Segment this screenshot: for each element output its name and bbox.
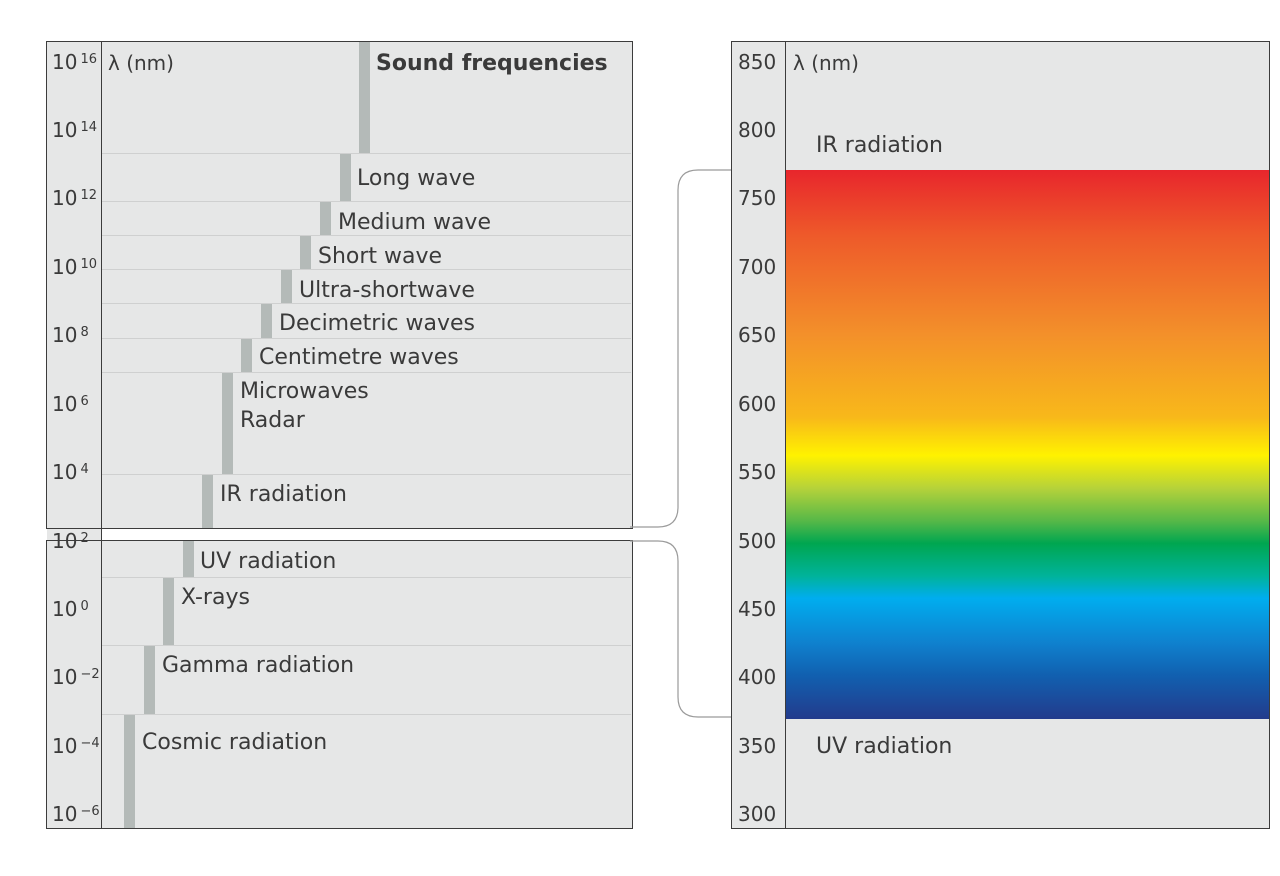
- right-ir-radiation-label: IR radiation: [816, 133, 943, 158]
- tick-label: 10 −2: [52, 665, 100, 689]
- tick-label: 10 −6: [52, 802, 100, 826]
- gamma-radiation-bar: [144, 646, 155, 714]
- grid-line: [102, 474, 631, 475]
- tick-label: 850: [738, 50, 777, 74]
- right-panel-border: [731, 41, 1270, 829]
- short-wave-label: Short wave: [318, 244, 443, 269]
- left-axis-divider: [101, 41, 102, 828]
- tick-label: 550: [738, 460, 777, 484]
- decimetric-waves-label: Decimetric waves: [279, 311, 476, 336]
- tick-label: 10 8: [52, 323, 89, 347]
- x-rays-label: X-rays: [181, 585, 250, 610]
- centimetre-waves-label: Centimetre waves: [259, 345, 459, 370]
- left-axis-label: λ (nm): [108, 51, 174, 75]
- sound-frequencies-bar: [359, 41, 370, 153]
- tick-label: 10 −4: [52, 734, 100, 758]
- grid-line: [102, 645, 631, 646]
- uv-radiation-label: UV radiation: [200, 549, 337, 574]
- uv-radiation-bar: [183, 541, 194, 577]
- cosmic-radiation-bar: [124, 715, 135, 828]
- tick-label: 10 2: [52, 529, 89, 553]
- tick-label: 700: [738, 255, 777, 279]
- left-panel-lower-border: [46, 540, 633, 829]
- right-uv-radiation-label: UV radiation: [816, 734, 953, 759]
- long-wave-bar: [340, 154, 351, 201]
- tick-label: 10 14: [52, 118, 97, 142]
- tick-label: 10 0: [52, 597, 89, 621]
- ultra-shortwave-label: Ultra-shortwave: [299, 278, 475, 303]
- medium-wave-label: Medium wave: [338, 210, 491, 235]
- long-wave-label: Long wave: [357, 166, 476, 191]
- radar-label: Radar: [240, 408, 305, 433]
- ultra-shortwave-bar: [281, 270, 292, 303]
- zoom-bracket-connector: [630, 169, 788, 718]
- medium-wave-bar: [320, 202, 331, 235]
- tick-label: 450: [738, 597, 777, 621]
- tick-label: 650: [738, 323, 777, 347]
- grid-line: [102, 235, 631, 236]
- tick-label: 10 12: [52, 186, 97, 210]
- tick-label: 500: [738, 529, 777, 553]
- grid-line: [102, 269, 631, 270]
- tick-label: 300: [738, 802, 777, 826]
- x-rays-bar: [163, 578, 174, 645]
- grid-line: [102, 303, 631, 304]
- sound-frequencies-title: Sound frequencies: [376, 51, 608, 76]
- gamma-radiation-label: Gamma radiation: [162, 653, 355, 678]
- grid-line: [102, 372, 631, 373]
- tick-label: 10 10: [52, 255, 97, 279]
- left-panel-upper-bg: [46, 41, 632, 528]
- tick-label: 800: [738, 118, 777, 142]
- grid-line: [102, 577, 631, 578]
- visible-spectrum-gradient: [786, 170, 1269, 719]
- cosmic-radiation-label: Cosmic radiation: [142, 730, 328, 755]
- ir-radiation-bar: [202, 475, 213, 528]
- right-axis-label: λ (nm): [793, 51, 859, 75]
- tick-label: 600: [738, 392, 777, 416]
- grid-line: [102, 201, 631, 202]
- grid-line: [102, 714, 631, 715]
- decimetric-waves-bar: [261, 304, 272, 338]
- microwaves-bar: [222, 373, 233, 474]
- grid-line: [102, 153, 631, 154]
- right-axis-divider: [785, 41, 786, 828]
- microwaves-label: Microwaves: [240, 379, 369, 404]
- ir-radiation-label: IR radiation: [220, 482, 347, 507]
- axis-gap: [47, 529, 101, 540]
- left-panel-lower-bg: [46, 541, 632, 828]
- centimetre-waves-bar: [241, 339, 252, 372]
- tick-label: 750: [738, 186, 777, 210]
- left-panel-upper-border: [46, 41, 633, 529]
- tick-label: 10 16: [52, 50, 97, 74]
- tick-label: 350: [738, 734, 777, 758]
- tick-label: 10 4: [52, 460, 89, 484]
- short-wave-bar: [300, 236, 311, 269]
- tick-label: 10 6: [52, 392, 89, 416]
- tick-label: 400: [738, 665, 777, 689]
- grid-line: [102, 338, 631, 339]
